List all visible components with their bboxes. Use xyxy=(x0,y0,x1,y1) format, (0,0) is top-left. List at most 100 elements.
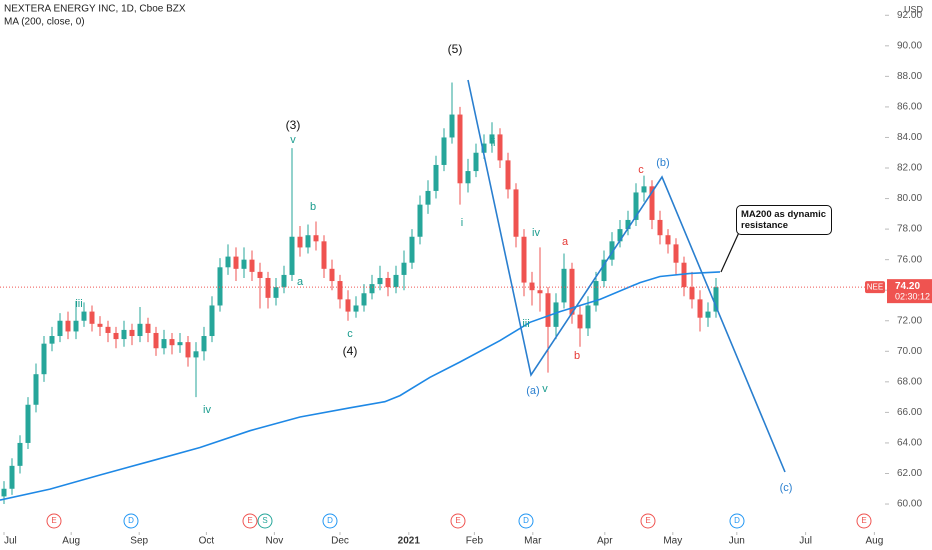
candle-body xyxy=(153,332,159,349)
candle-body xyxy=(329,268,335,282)
candle-body xyxy=(617,229,623,242)
candle-body xyxy=(201,336,207,352)
callout: MA200 as dynamic resistance xyxy=(736,205,832,235)
candle-body xyxy=(401,262,407,275)
wave-label: (5) xyxy=(448,42,463,56)
event[interactable]: D xyxy=(322,513,338,529)
candle-body xyxy=(633,192,639,220)
event-label: D xyxy=(734,516,740,525)
wave-label: iii xyxy=(522,318,529,330)
last-price-label: 74.20 xyxy=(895,281,920,292)
candle-body xyxy=(305,235,311,248)
candle-body xyxy=(337,281,343,300)
moving-average xyxy=(0,271,721,501)
wave-label: (a) xyxy=(526,385,539,397)
candle-body xyxy=(225,256,231,268)
event-label: E xyxy=(455,516,460,525)
x-tick-label: Feb xyxy=(466,536,484,547)
wave-label: a xyxy=(562,236,569,248)
y-tick-label: 64.00 xyxy=(897,438,922,449)
event[interactable]: E xyxy=(242,513,258,529)
candle-body xyxy=(681,262,687,288)
event-label: E xyxy=(247,516,252,525)
candle-body xyxy=(529,282,535,291)
y-tick-label: 78.00 xyxy=(897,224,922,235)
candle-body xyxy=(97,323,103,327)
event[interactable]: D xyxy=(123,513,139,529)
candle-body xyxy=(489,134,495,144)
x-tick-label: May xyxy=(663,536,682,547)
wave-label: (b) xyxy=(656,157,669,169)
candle-body xyxy=(121,329,127,340)
price-tag xyxy=(887,279,932,304)
candle-body xyxy=(409,236,415,263)
y-tick-label: 88.00 xyxy=(897,71,922,82)
wave-line xyxy=(467,79,786,473)
y-tick-label: 60.00 xyxy=(897,499,922,510)
event[interactable]: D xyxy=(518,513,534,529)
candle-body xyxy=(369,284,375,294)
wave-label: v xyxy=(542,383,548,395)
candle-body xyxy=(569,268,575,315)
wave-label: iv xyxy=(532,227,540,239)
wave-label: (4) xyxy=(343,344,358,358)
candle-body xyxy=(537,290,543,294)
events: E D E S D E D E D E xyxy=(46,513,872,529)
candle-body xyxy=(345,299,351,312)
event[interactable]: E xyxy=(46,513,62,529)
candle-body xyxy=(577,314,583,329)
symbol: NEE xyxy=(867,282,883,291)
candle-body xyxy=(473,152,479,172)
candle-body xyxy=(361,293,367,306)
event[interactable]: E xyxy=(640,513,656,529)
candle-body xyxy=(73,320,79,332)
y-tick-label: 86.00 xyxy=(897,102,922,113)
candle-body xyxy=(561,268,567,303)
x-tick-label: Dec xyxy=(331,536,349,547)
y-tick-label: 66.00 xyxy=(897,407,922,418)
annotations: (5) (3) (4) v b a c iii iv i ii iv iii v… xyxy=(75,42,792,494)
y-tick-label: 82.00 xyxy=(897,163,922,174)
x-tick-label: Jul xyxy=(4,536,17,547)
y-tick-label: 92.00 xyxy=(897,10,922,21)
x-tick-label: Aug xyxy=(866,536,884,547)
y-tick-label: 68.00 xyxy=(897,376,922,387)
x-tick-label: 2021 xyxy=(398,536,421,547)
event[interactable]: D xyxy=(729,513,745,529)
indicator-label: MA (200, close, 0) xyxy=(4,17,85,28)
event[interactable]: S xyxy=(257,513,273,529)
candle-body xyxy=(257,271,263,278)
x-tick-label: Nov xyxy=(266,536,284,547)
candle-body xyxy=(689,287,695,300)
countdown: 02:30:12 xyxy=(895,292,930,302)
candle-body xyxy=(585,305,591,329)
y-tick-label: 62.00 xyxy=(897,468,922,479)
chart-title: NEXTERA ENERGY INC, 1D, Cboe BZX xyxy=(4,4,186,15)
event[interactable]: E xyxy=(856,513,872,529)
candle-body xyxy=(193,351,199,358)
candle-body xyxy=(545,293,551,327)
candle-body xyxy=(593,281,599,306)
wave-label: iii xyxy=(75,298,82,310)
y-tick-label: 84.00 xyxy=(897,132,922,143)
wave-label: v xyxy=(290,134,296,146)
y-tick-label: 70.00 xyxy=(897,346,922,357)
candles xyxy=(0,82,885,505)
candle-body xyxy=(641,186,647,193)
candle-body xyxy=(281,274,287,288)
y-tick-label: 76.00 xyxy=(897,254,922,265)
wave-label: (3) xyxy=(286,118,301,132)
candle-body xyxy=(9,465,15,489)
event[interactable]: E xyxy=(450,513,466,529)
candle-body xyxy=(609,241,615,260)
x-tick-label: Apr xyxy=(597,536,613,547)
wave-label: ii xyxy=(491,137,496,149)
candle-body xyxy=(449,114,455,138)
candle-body xyxy=(1,488,7,497)
candle-body xyxy=(297,236,303,248)
candle-body xyxy=(65,320,71,332)
wave-label: b xyxy=(310,201,316,213)
wave-label: (c) xyxy=(780,482,793,494)
candle-body xyxy=(129,329,135,337)
